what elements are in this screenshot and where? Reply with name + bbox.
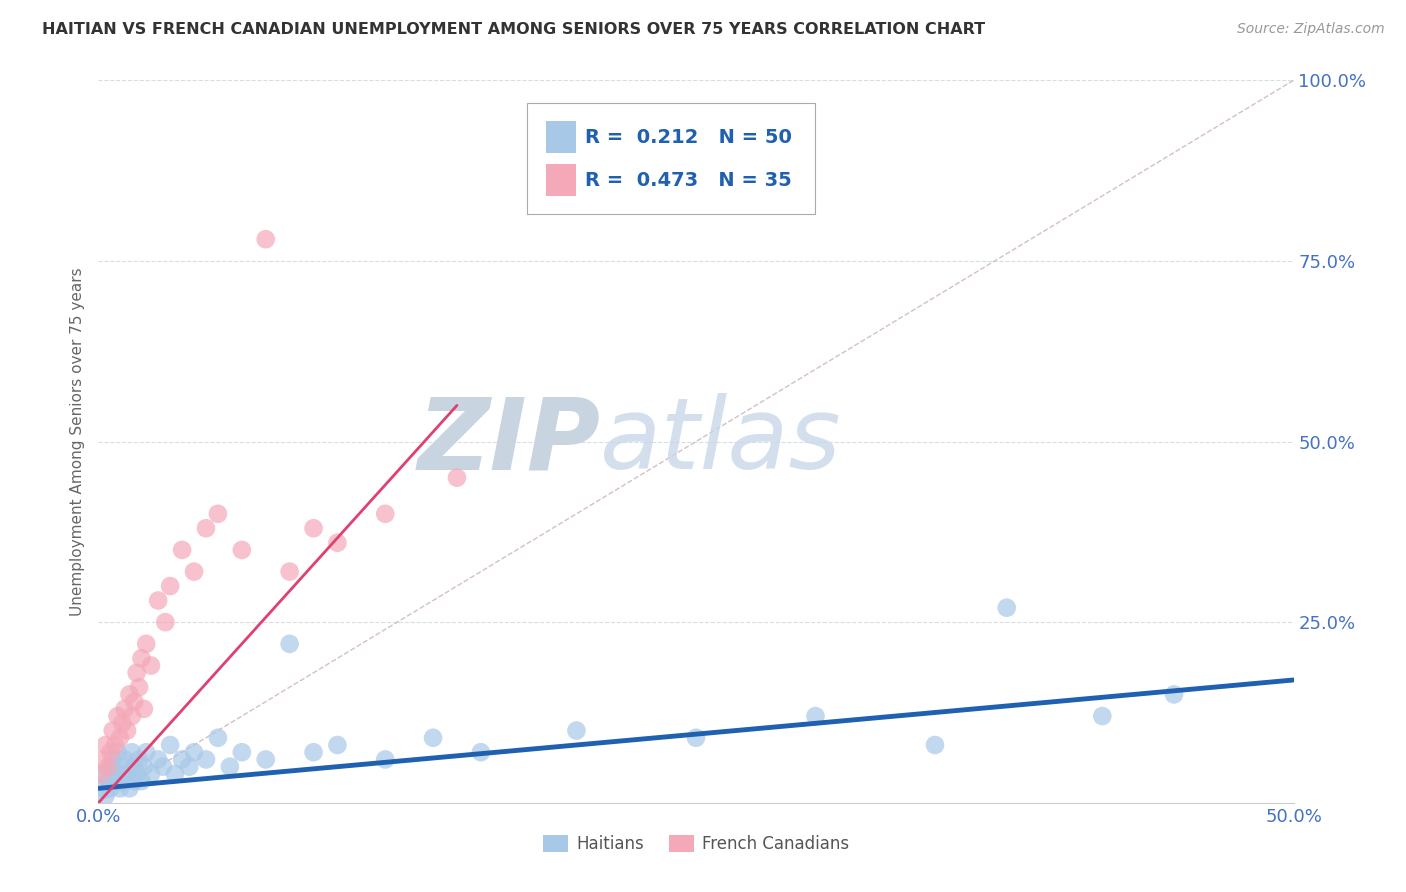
Point	[254, 752, 277, 766]
Point	[131, 774, 153, 789]
Point	[97, 760, 120, 774]
Point	[114, 752, 136, 766]
Point	[326, 535, 349, 549]
Text: HAITIAN VS FRENCH CANADIAN UNEMPLOYMENT AMONG SENIORS OVER 75 YEARS CORRELATION : HAITIAN VS FRENCH CANADIAN UNEMPLOYMENT …	[42, 22, 986, 37]
Point	[108, 731, 131, 745]
Point	[152, 760, 174, 774]
Point	[108, 781, 131, 796]
Point	[132, 702, 155, 716]
Point	[131, 651, 153, 665]
Point	[125, 767, 148, 781]
Point	[115, 767, 138, 781]
Point	[101, 723, 124, 738]
Point	[132, 760, 155, 774]
Point	[111, 774, 134, 789]
Point	[374, 752, 396, 766]
Point	[135, 637, 157, 651]
Point	[107, 745, 129, 759]
Point	[995, 600, 1018, 615]
Point	[111, 716, 134, 731]
Point	[302, 521, 325, 535]
Point	[1163, 687, 1185, 701]
Point	[114, 702, 136, 716]
Text: atlas: atlas	[600, 393, 842, 490]
Point	[207, 731, 229, 745]
Point	[1091, 709, 1114, 723]
Point	[98, 781, 122, 796]
Point	[159, 579, 181, 593]
Point	[302, 745, 325, 759]
Point	[924, 738, 946, 752]
Point	[124, 695, 146, 709]
Point	[219, 760, 242, 774]
Point	[172, 542, 194, 557]
Text: R =  0.212   N = 50: R = 0.212 N = 50	[585, 128, 792, 147]
Point	[231, 745, 253, 759]
Text: Source: ZipAtlas.com: Source: ZipAtlas.com	[1237, 22, 1385, 37]
Point	[148, 593, 170, 607]
Point	[118, 781, 141, 796]
Point	[104, 774, 127, 789]
Point	[118, 687, 141, 701]
Point	[231, 542, 253, 557]
Point	[374, 507, 396, 521]
Point	[278, 565, 301, 579]
Point	[104, 738, 127, 752]
Point	[183, 565, 205, 579]
Point	[91, 767, 114, 781]
Point	[278, 637, 301, 651]
Point	[125, 665, 148, 680]
Text: R =  0.473   N = 35: R = 0.473 N = 35	[585, 170, 792, 190]
Point	[121, 709, 143, 723]
Point	[97, 774, 120, 789]
Point	[155, 615, 177, 630]
Point	[135, 745, 157, 759]
Point	[470, 745, 492, 759]
Point	[172, 752, 194, 766]
Point	[101, 752, 124, 766]
Point	[565, 723, 588, 738]
Text: ZIP: ZIP	[418, 393, 600, 490]
Point	[98, 760, 122, 774]
Point	[139, 767, 162, 781]
Point	[804, 709, 827, 723]
Point	[107, 767, 129, 781]
Point	[685, 731, 707, 745]
Point	[111, 760, 134, 774]
Point	[94, 738, 117, 752]
Point	[163, 767, 186, 781]
Point	[115, 723, 138, 738]
Point	[159, 738, 181, 752]
Point	[124, 760, 146, 774]
Point	[254, 232, 277, 246]
Point	[107, 709, 129, 723]
Point	[179, 760, 201, 774]
Point	[195, 752, 218, 766]
Point	[422, 731, 444, 745]
Point	[183, 745, 205, 759]
Y-axis label: Unemployment Among Seniors over 75 years: Unemployment Among Seniors over 75 years	[69, 268, 84, 615]
Point	[139, 658, 162, 673]
Point	[128, 680, 150, 694]
Point	[98, 745, 122, 759]
Point	[94, 789, 117, 803]
Point	[207, 507, 229, 521]
Point	[90, 781, 112, 796]
Point	[326, 738, 349, 752]
Point	[124, 774, 146, 789]
Point	[91, 752, 114, 766]
Legend: Haitians, French Canadians: Haitians, French Canadians	[536, 828, 856, 860]
Point	[90, 767, 112, 781]
Point	[148, 752, 170, 766]
Point	[195, 521, 218, 535]
Point	[128, 752, 150, 766]
Point	[446, 470, 468, 484]
Point	[121, 745, 143, 759]
